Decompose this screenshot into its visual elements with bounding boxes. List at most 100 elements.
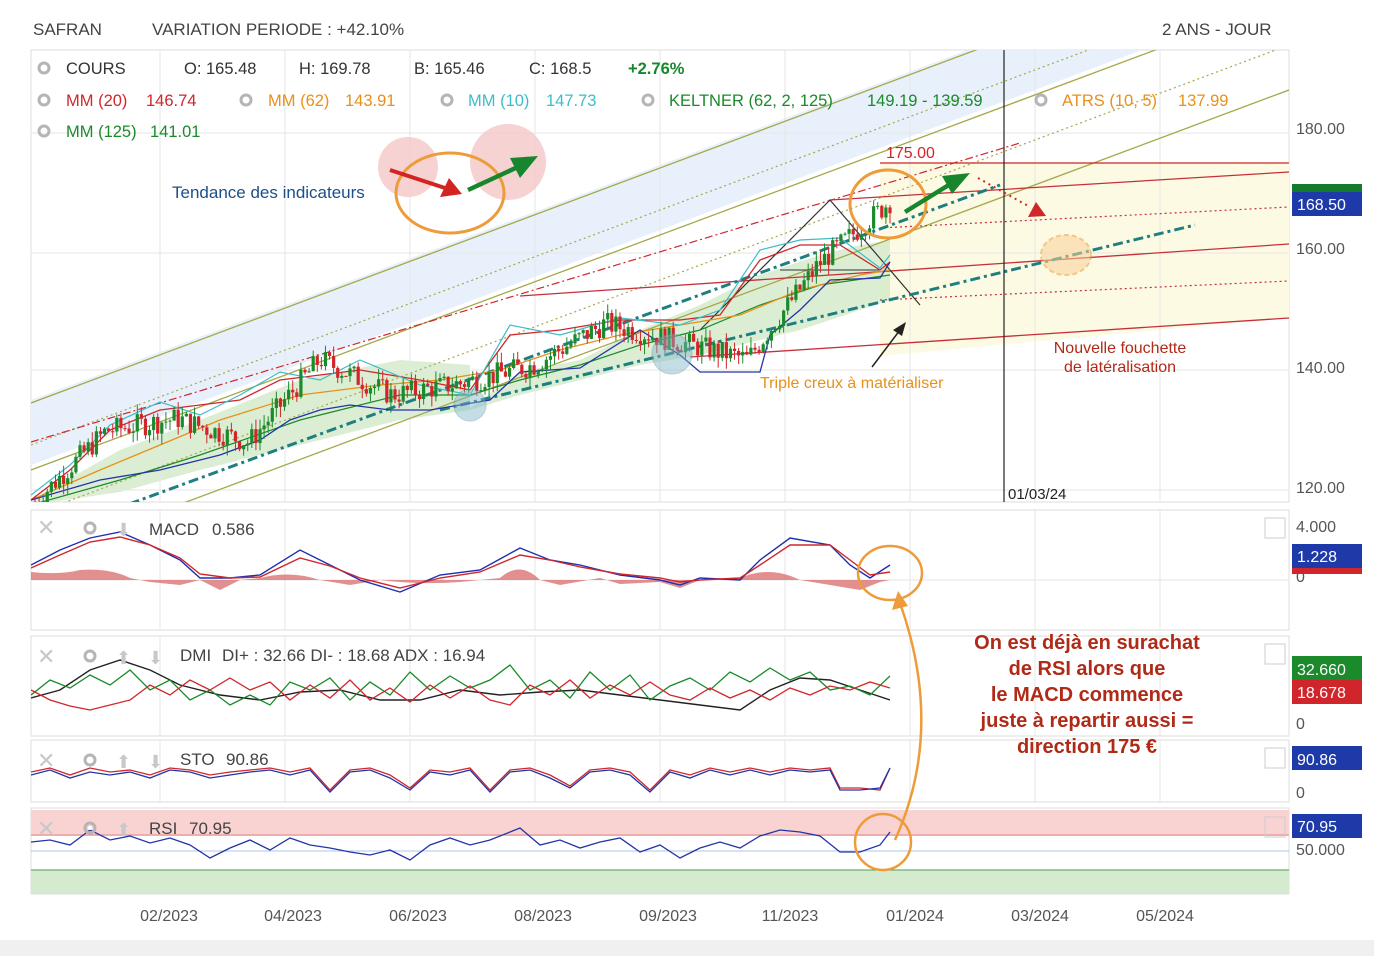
macd-axis-top: 4.000 <box>1296 519 1336 536</box>
candle-body <box>741 351 745 356</box>
dmi-checkbox[interactable] <box>1264 643 1286 665</box>
candle-body <box>160 422 164 434</box>
candle-body <box>483 387 487 391</box>
sto-checkbox[interactable] <box>1264 747 1286 769</box>
candle-body <box>62 475 66 484</box>
candle-body <box>753 347 757 350</box>
atrs-gear-icon[interactable] <box>1034 93 1048 107</box>
candle-body <box>822 253 827 265</box>
comment-line-3: le MACD commence <box>991 684 1183 706</box>
candle-body <box>737 351 741 356</box>
dmi-minus-badge-label: 18.678 <box>1297 685 1346 702</box>
rsi-label: RSI <box>149 819 177 838</box>
candle-body <box>188 413 193 433</box>
x-label-apr23: 04/2023 <box>264 908 322 925</box>
candle-body <box>213 428 217 439</box>
candle-body <box>610 312 614 332</box>
candle-body <box>503 371 508 377</box>
legend-low: B: 165.46 <box>414 60 485 78</box>
candle-body <box>282 399 287 407</box>
candle-body <box>356 366 360 385</box>
candle-body <box>696 341 700 356</box>
candle-body <box>786 297 790 311</box>
candle-body <box>769 331 773 341</box>
candle-body <box>66 478 70 484</box>
candle-body <box>454 381 458 389</box>
sto-close-icon[interactable]: ✕ <box>37 748 55 773</box>
triple-low-1 <box>453 388 487 422</box>
candle-body <box>102 428 107 434</box>
macd-checkbox[interactable] <box>1264 517 1286 539</box>
candle-body <box>606 312 610 320</box>
candle-body <box>348 368 352 377</box>
candle-body <box>700 341 704 356</box>
bottom-strip <box>0 940 1374 956</box>
comment-line-5: direction 175 € <box>1017 736 1157 758</box>
mm62-gear-icon[interactable] <box>239 93 253 107</box>
candle-body <box>704 337 708 342</box>
candle-body <box>287 389 291 400</box>
candle-body <box>638 341 643 345</box>
x-label-jan24: 01/2024 <box>886 908 944 925</box>
rsi-close-icon[interactable]: ✕ <box>37 816 55 841</box>
macd-down-icon[interactable]: ⬇ <box>116 520 131 540</box>
up-arrow-icon <box>510 156 538 178</box>
candle-body <box>651 337 655 341</box>
candle-body <box>291 389 295 393</box>
dmi-close-icon[interactable]: ✕ <box>37 644 55 669</box>
candle-body <box>647 339 651 341</box>
candle-body <box>229 429 233 432</box>
candle-body <box>53 481 58 488</box>
price-badge-label: 168.50 <box>1297 197 1346 214</box>
macd-gear-icon[interactable] <box>83 521 97 535</box>
target-label: 175.00 <box>886 145 935 162</box>
x-label-sep23: 09/2023 <box>639 908 697 925</box>
candle-body <box>798 284 802 290</box>
keltner-gear-icon[interactable] <box>641 93 655 107</box>
candle-body <box>749 347 753 355</box>
tendance-circle <box>394 151 506 235</box>
dmi-gear-icon[interactable] <box>83 649 97 663</box>
candle-body <box>131 431 135 433</box>
rsi-gear-icon[interactable] <box>83 821 97 835</box>
candle-body <box>532 365 536 375</box>
mm125-gear-icon[interactable] <box>37 124 51 138</box>
candle-body <box>773 329 778 332</box>
macd-badge <box>1292 544 1362 568</box>
mm10-gear-icon[interactable] <box>440 93 454 107</box>
cours-gear-icon[interactable] <box>37 61 51 75</box>
candle-body <box>561 351 565 354</box>
candle-body <box>597 329 602 339</box>
sto-up-icon[interactable]: ⬆ <box>116 752 131 772</box>
sto-down-icon[interactable]: ⬇ <box>148 752 163 772</box>
date-marker: 01/03/24 <box>1008 486 1066 503</box>
dmi-up-icon[interactable]: ⬆ <box>116 648 131 668</box>
candle-body <box>491 372 495 384</box>
period-selector[interactable]: 2 ANS - JOUR <box>1162 20 1272 39</box>
rsi-checkbox[interactable] <box>1264 816 1286 838</box>
x-label-aug23: 08/2023 <box>514 908 572 925</box>
rsi-up-icon[interactable]: ⬆ <box>116 820 131 840</box>
mm20-gear-icon[interactable] <box>37 93 51 107</box>
dmi-down-icon[interactable]: ⬇ <box>148 648 163 668</box>
candle-body <box>422 383 426 400</box>
sto-badge <box>1292 746 1362 770</box>
candle-body <box>516 359 520 365</box>
candle-body <box>495 362 499 384</box>
candle-body <box>565 346 569 354</box>
candle-body <box>777 325 782 330</box>
sto-gear-icon[interactable] <box>83 753 97 767</box>
candle-body <box>642 339 647 345</box>
candle-body <box>782 310 786 326</box>
candle-body <box>254 429 258 444</box>
x-label-jun23: 06/2023 <box>389 908 447 925</box>
breakout-up-arrow-icon <box>942 173 970 194</box>
macd-close-icon[interactable]: ✕ <box>37 515 55 540</box>
candle-body <box>757 349 761 352</box>
legend-atrs-value: 137.99 <box>1178 92 1228 110</box>
rsi-value: 70.95 <box>189 819 232 838</box>
candle-body <box>417 394 422 400</box>
candle-body <box>270 408 274 422</box>
candle-body <box>385 379 389 403</box>
